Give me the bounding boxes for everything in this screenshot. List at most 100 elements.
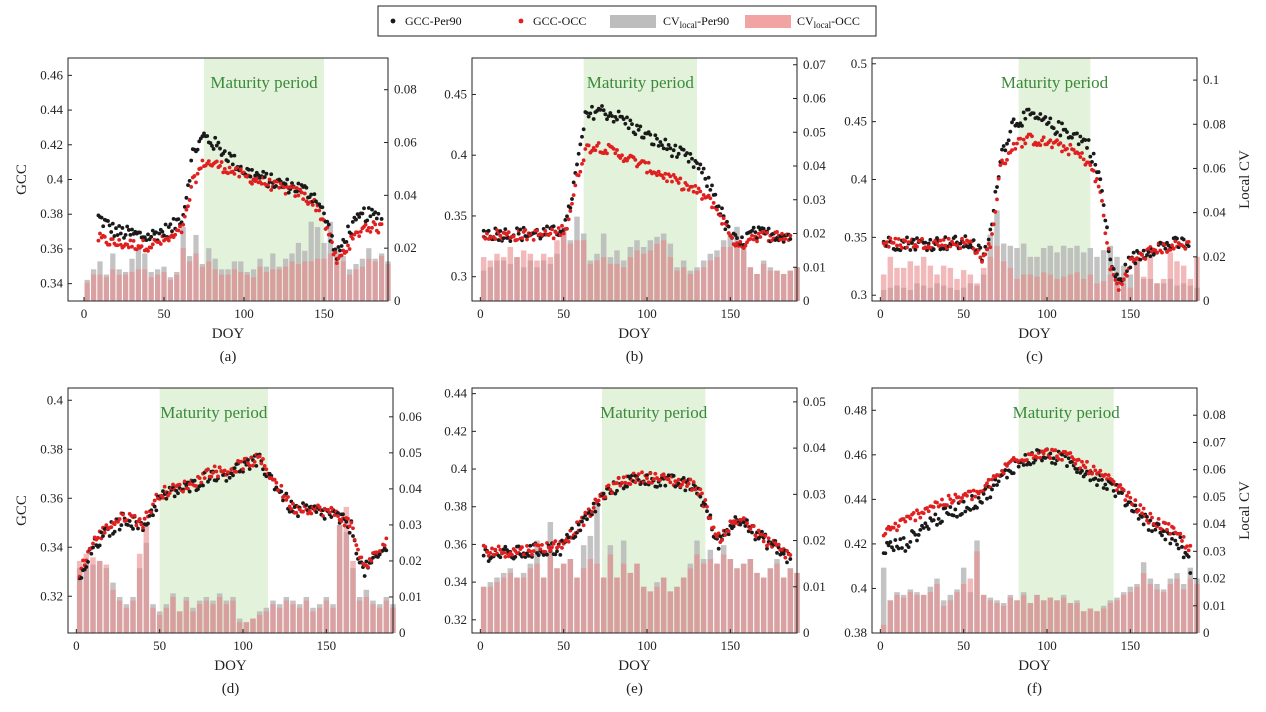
point-gcc-per90 [503, 544, 508, 549]
point-gcc-per90 [570, 526, 574, 531]
point-gcc-occ [192, 174, 197, 178]
point-gcc-occ [503, 554, 508, 559]
point-gcc-per90 [285, 177, 290, 182]
point-gcc-per90 [575, 162, 579, 167]
point-gcc-occ [700, 197, 704, 201]
point-gcc-occ [139, 522, 144, 527]
point-gcc-per90 [1186, 244, 1191, 249]
bar-cv-occ [295, 264, 302, 301]
point-gcc-occ [126, 245, 131, 250]
bar-cv-occ [150, 607, 156, 633]
point-gcc-occ [301, 197, 306, 202]
point-gcc-per90 [625, 115, 629, 120]
bar-cv-occ [263, 611, 270, 633]
bar-cv-occ [1100, 281, 1107, 301]
point-gcc-occ [905, 245, 909, 250]
point-gcc-per90 [196, 487, 200, 492]
point-gcc-per90 [1070, 135, 1074, 140]
bar-cv-occ [607, 263, 614, 301]
bar-cv-occ [627, 257, 634, 301]
point-gcc-occ [96, 238, 101, 243]
bar-cv-occ [480, 257, 487, 301]
point-gcc-per90 [501, 236, 506, 241]
point-gcc-per90 [601, 491, 606, 496]
point-gcc-occ [628, 482, 633, 487]
point-gcc-occ [611, 147, 616, 151]
point-gcc-occ [686, 481, 691, 486]
point-gcc-per90 [641, 135, 646, 140]
point-gcc-per90 [84, 565, 89, 569]
bar-cv-occ [1120, 594, 1127, 633]
point-gcc-occ [241, 467, 245, 472]
point-gcc-per90 [232, 153, 237, 158]
point-gcc-occ [1156, 516, 1161, 521]
point-gcc-per90 [1145, 253, 1149, 257]
point-gcc-per90 [336, 245, 341, 249]
bar-cv-occ [1007, 267, 1014, 301]
point-gcc-occ [206, 159, 211, 164]
bar-cv-occ [1020, 594, 1027, 633]
y-tick-label: 0.38 [40, 206, 63, 221]
point-gcc-per90 [1008, 129, 1013, 134]
bar-cv-occ [123, 607, 130, 633]
point-gcc-occ [1150, 515, 1154, 520]
bar-cv-occ [343, 506, 350, 633]
point-gcc-occ [347, 247, 352, 251]
point-gcc-per90 [238, 164, 243, 169]
y2-tick-label: 0.01 [803, 259, 826, 274]
point-gcc-per90 [643, 482, 648, 486]
point-gcc-per90 [168, 222, 173, 227]
bar-cv-occ [1100, 608, 1107, 633]
point-gcc-occ [199, 480, 204, 485]
point-gcc-per90 [545, 552, 549, 557]
point-gcc-occ [788, 233, 793, 238]
point-gcc-occ [698, 487, 703, 492]
point-gcc-occ [1128, 495, 1133, 500]
point-gcc-per90 [963, 509, 968, 514]
point-gcc-occ [885, 240, 889, 245]
point-gcc-per90 [325, 219, 330, 224]
point-gcc-occ [358, 229, 363, 234]
point-gcc-occ [940, 243, 944, 248]
point-gcc-per90 [314, 510, 319, 514]
point-gcc-occ [648, 471, 653, 476]
point-gcc-occ [565, 226, 569, 231]
point-gcc-per90 [633, 132, 638, 137]
y2-tick-label: 0 [399, 625, 406, 640]
bar-cv-occ [84, 282, 90, 301]
point-gcc-occ [765, 230, 769, 235]
point-gcc-occ [302, 191, 307, 196]
point-gcc-per90 [698, 162, 703, 167]
point-gcc-per90 [107, 223, 112, 228]
bar-cv-occ [540, 577, 547, 633]
y2-tick-label: 0.1 [1203, 72, 1219, 87]
y-tick-label: 0.36 [40, 241, 63, 256]
point-gcc-occ [152, 498, 157, 503]
point-gcc-per90 [200, 134, 205, 139]
point-gcc-occ [131, 238, 136, 243]
point-gcc-per90 [115, 233, 120, 237]
y2-tick-label: 0.02 [1203, 571, 1226, 586]
bar-cv-occ [614, 263, 620, 301]
point-gcc-per90 [261, 169, 266, 174]
point-gcc-per90 [1133, 261, 1138, 266]
point-gcc-per90 [978, 245, 983, 250]
point-gcc-per90 [274, 184, 278, 188]
point-gcc-per90 [344, 519, 349, 524]
point-gcc-occ [1005, 157, 1009, 162]
point-gcc-per90 [710, 183, 714, 188]
point-gcc-occ [1171, 246, 1176, 251]
point-gcc-occ [536, 543, 541, 548]
point-gcc-per90 [1088, 478, 1093, 483]
point-gcc-per90 [685, 151, 689, 155]
bar-cv-occ [174, 274, 180, 301]
point-gcc-per90 [106, 219, 110, 223]
point-gcc-per90 [86, 559, 90, 564]
point-gcc-per90 [940, 519, 944, 524]
bar-cv-occ [600, 577, 607, 633]
bar-cv-occ [363, 596, 370, 633]
point-gcc-occ [605, 151, 609, 156]
point-gcc-per90 [733, 233, 738, 237]
point-gcc-occ [560, 223, 564, 228]
point-gcc-per90 [152, 504, 157, 509]
